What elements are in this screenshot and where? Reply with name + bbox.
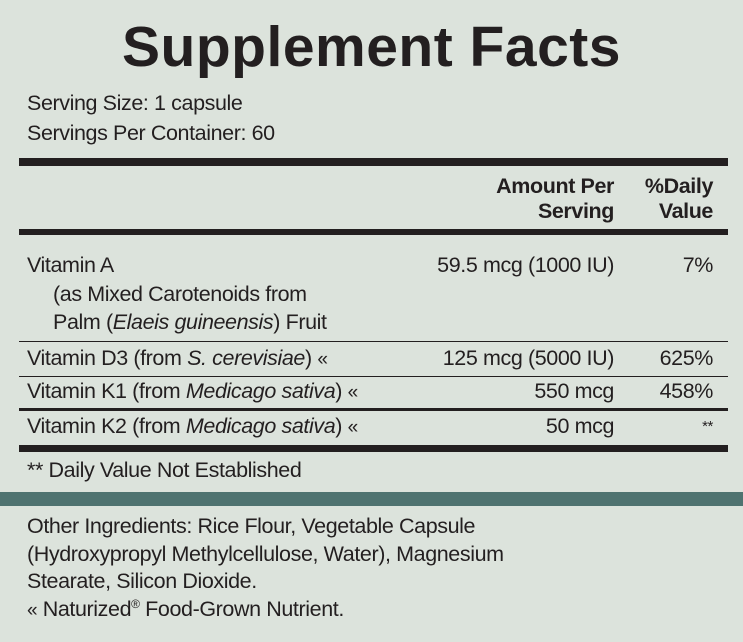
nutrient-dv: 458% <box>659 379 714 403</box>
servings-per-container: Servings Per Container: 60 <box>27 121 275 145</box>
nutrient-amount: 550 mcg <box>534 379 614 403</box>
nutrient-name: Vitamin A <box>27 253 114 277</box>
header-amount-line1: Amount Per <box>496 174 614 198</box>
header-dv-line2: Value <box>658 199 714 223</box>
divider-thick <box>19 229 728 235</box>
naturized-icon: « <box>317 349 327 370</box>
nutrient-name: Vitamin K2 (from Medicago sativa) « <box>27 414 358 438</box>
divider-thin <box>19 341 728 342</box>
header-dv-line1: %Daily <box>644 174 714 198</box>
nutrient-name: Vitamin D3 (from S. cerevisiae) « <box>27 346 327 370</box>
header-amount-line2: Serving <box>537 199 614 223</box>
serving-size: Serving Size: 1 capsule <box>27 91 243 115</box>
section-band <box>0 492 743 506</box>
nutrient-dv: 7% <box>682 253 714 277</box>
nutrient-dv: 625% <box>659 346 714 370</box>
divider-thick <box>19 445 728 452</box>
nutrient-source: (as Mixed Carotenoids from <box>53 282 307 306</box>
page-title: Supplement Facts <box>122 15 621 79</box>
naturized-icon: « <box>347 382 358 403</box>
naturized-icon: « <box>347 417 358 438</box>
nutrient-source: Palm (Elaeis guineensis) Fruit <box>53 310 327 334</box>
naturized-note: « Naturized® Food-Grown Nutrient. <box>27 596 344 621</box>
nutrient-name: Vitamin K1 (from Medicago sativa) « <box>27 379 358 403</box>
nutrient-amount: 59.5 mcg (1000 IU) <box>437 253 614 277</box>
naturized-icon: « <box>27 600 37 621</box>
nutrient-amount: 50 mcg <box>545 414 615 438</box>
other-ingredients-line: Other Ingredients: Rice Flour, Vegetable… <box>27 514 476 538</box>
divider-thin <box>19 376 728 377</box>
nutrient-dv: ** <box>702 418 713 435</box>
divider-thick <box>19 158 728 166</box>
footnote: ** Daily Value Not Established <box>27 458 302 482</box>
other-ingredients-line: (Hydroxypropyl Methylcellulose, Water), … <box>27 542 504 566</box>
divider-medium <box>19 408 728 411</box>
nutrient-amount: 125 mcg (5000 IU) <box>442 346 615 370</box>
other-ingredients-line: Stearate, Silicon Dioxide. <box>27 569 257 593</box>
